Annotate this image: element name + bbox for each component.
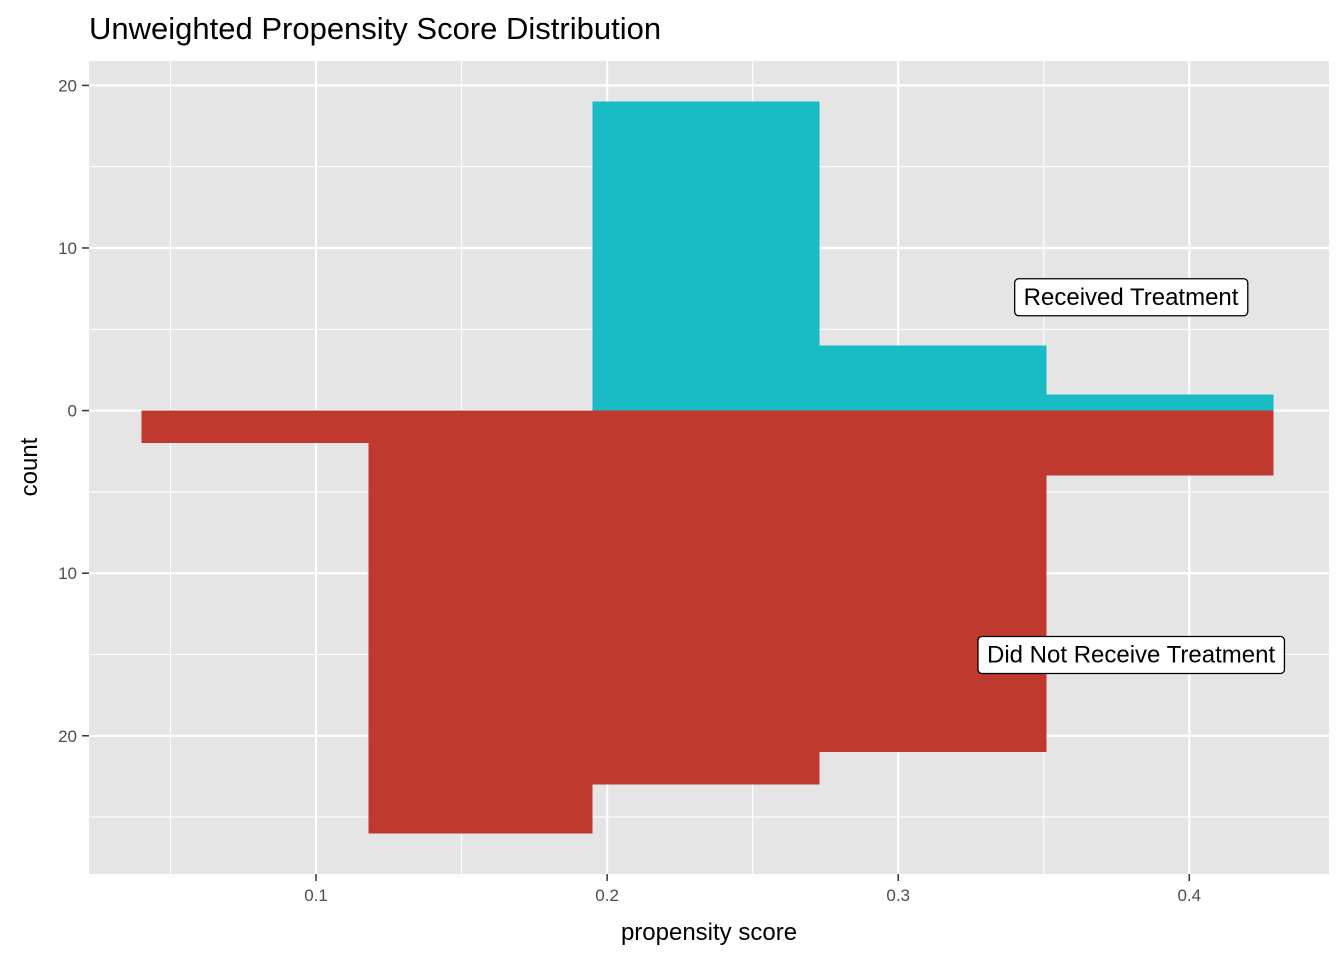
y-tick-label: 20	[58, 727, 77, 746]
control-bar	[1046, 410, 1274, 476]
annotation-text: Did Not Receive Treatment	[987, 641, 1275, 668]
control-bar	[368, 410, 593, 834]
annotations: Received Treatment Did Not Receive Treatm…	[977, 278, 1286, 675]
axes: 20 10 0 10 20 0.1 0.2 0.3 0.4	[58, 76, 1201, 905]
chart-title: Unweighted Propensity Score Distribution	[89, 11, 661, 46]
treated-bar	[1046, 394, 1274, 411]
x-tick-label: 0.2	[595, 886, 619, 905]
annotation-label: Received Treatment	[1014, 278, 1249, 317]
annotation-box	[977, 635, 1286, 675]
x-axis-title: propensity score	[621, 919, 797, 946]
x-tick-label: 0.4	[1177, 886, 1201, 905]
x-tick-label: 0.1	[304, 886, 328, 905]
y-tick-label: 10	[58, 239, 77, 258]
annotation-text: Received Treatment	[1024, 284, 1239, 311]
treated-bar	[592, 101, 820, 411]
y-tick-label: 10	[58, 564, 77, 583]
histogram-bars	[141, 101, 1274, 834]
control-bar	[592, 410, 820, 785]
annotation-label: Did Not Receive Treatment	[977, 635, 1286, 675]
control-bar	[819, 410, 1047, 753]
annotation-box	[1014, 278, 1249, 317]
y-tick-label: 20	[58, 76, 77, 95]
y-axis-title: count	[16, 437, 43, 496]
treated-bar	[819, 345, 1047, 411]
y-tick-label: 0	[68, 402, 77, 421]
control-bar	[141, 410, 369, 444]
x-tick-label: 0.3	[886, 886, 910, 905]
